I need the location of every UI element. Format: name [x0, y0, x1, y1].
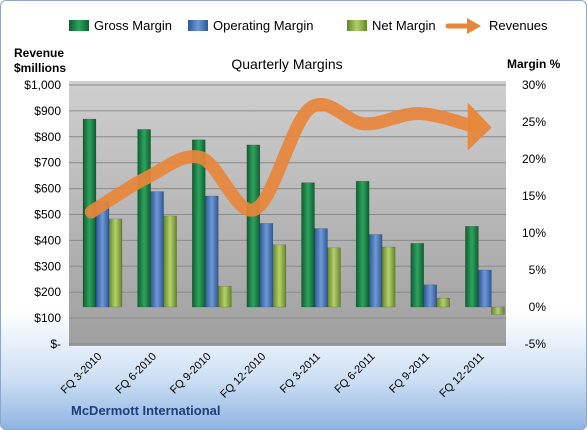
- bar-net-margin: [163, 215, 177, 308]
- company-footer: McDermott International: [71, 403, 221, 418]
- bar-operating-margin: [259, 223, 274, 308]
- bar-operating-margin: [205, 195, 219, 308]
- legend-swatch-gross-margin: [69, 20, 89, 31]
- left-axis-ticks: $- $100 $200 $300 $400 $500 $600 $700 $800 $900 $1…: [24, 78, 61, 351]
- right-axis-title: Margin %: [507, 57, 561, 71]
- bar-operating-margin: [95, 200, 110, 308]
- left-tick-label: $500: [34, 208, 61, 222]
- category-label: FQ 6-2010: [113, 351, 159, 397]
- bar-net-margin: [381, 246, 396, 308]
- bar-operating-margin: [314, 228, 328, 308]
- revenue-line: [84, 97, 481, 219]
- bar-operating-margin: [150, 191, 164, 308]
- left-tick-label: $800: [34, 130, 61, 144]
- bar-operating-margin: [423, 284, 437, 308]
- revenue-arrowhead: [467, 102, 492, 151]
- bar-operating-margin: [368, 234, 383, 308]
- bar-gross-margin: [137, 129, 151, 308]
- legend-label-operating-margin: Operating Margin: [213, 18, 313, 33]
- legend-label-net-margin: Net Margin: [372, 18, 436, 33]
- left-axis-title-line1: Revenue: [14, 46, 64, 60]
- bar-gross-margin: [301, 182, 315, 308]
- left-axis-title-line2: $millions: [14, 61, 66, 75]
- right-tick-label: 0%: [529, 300, 547, 314]
- left-tick-label: $200: [34, 285, 61, 299]
- right-tick-label: 15%: [522, 189, 546, 203]
- bar-gross-margin: [465, 226, 479, 308]
- right-tick-label: 30%: [522, 78, 546, 92]
- left-tick-label: $400: [34, 233, 61, 247]
- category-label: FQ 6-2011: [332, 351, 377, 396]
- bar-gross-margin: [246, 144, 261, 308]
- bar-gross-margin: [355, 180, 370, 308]
- left-tick-label: $700: [34, 156, 61, 170]
- category-label: FQ 3-2011: [278, 351, 323, 396]
- bar-operating-margin: [478, 269, 492, 308]
- legend-label-revenues: Revenues: [489, 18, 548, 33]
- category-label: FQ 9-2010: [168, 351, 214, 397]
- right-tick-label: 5%: [529, 263, 547, 277]
- right-tick-label: 25%: [522, 115, 546, 129]
- right-tick-label: 10%: [522, 226, 546, 240]
- bar-net-margin: [218, 286, 232, 308]
- category-label: FQ 3-2010: [59, 351, 105, 397]
- legend-swatch-revenues: [445, 18, 481, 34]
- bar-net-margin: [108, 218, 123, 308]
- left-tick-label: $600: [34, 182, 61, 196]
- category-labels: FQ 3-2010 FQ 6-2010 FQ 9-2010 FQ 12-2010 FQ …: [59, 351, 487, 401]
- category-label: FQ 12-2011: [437, 351, 486, 400]
- bar-net-margin: [272, 244, 287, 308]
- left-tick-label: $-: [50, 337, 61, 351]
- bar-net-margin: [491, 306, 505, 315]
- right-tick-label: -5%: [525, 337, 547, 351]
- left-tick-label: $1,000: [24, 78, 61, 92]
- left-tick-label: $900: [34, 104, 61, 118]
- right-tick-label: 20%: [522, 152, 546, 166]
- legend-swatch-net-margin: [347, 20, 367, 31]
- bar-gross-margin: [410, 243, 424, 308]
- bar-net-margin: [327, 247, 341, 308]
- legend: Gross Margin Operating Margin Net Margin…: [69, 18, 548, 34]
- revenue-line-group: [84, 97, 492, 219]
- legend-label-gross-margin: Gross Margin: [94, 18, 172, 33]
- right-axis-ticks: -5% 0% 5% 10% 15% 20% 25% 30%: [522, 78, 546, 351]
- chart-title: Quarterly Margins: [231, 56, 342, 72]
- category-label: FQ 12-2010: [218, 351, 268, 401]
- left-tick-label: $300: [34, 259, 61, 273]
- category-label: FQ 9-2011: [387, 351, 432, 396]
- left-tick-label: $100: [34, 311, 61, 325]
- bar-net-margin: [436, 297, 450, 308]
- legend-swatch-operating-margin: [188, 20, 208, 31]
